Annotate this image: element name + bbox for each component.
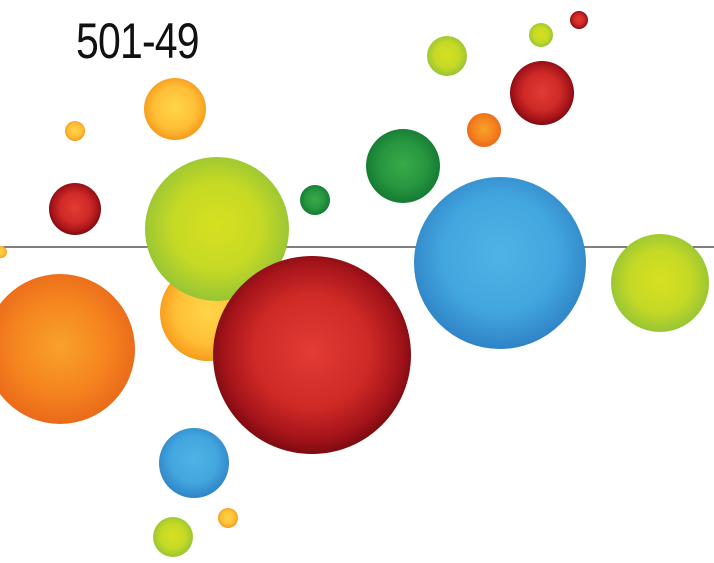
bubble-green-small-center bbox=[300, 185, 330, 215]
bubble-blue-large-right bbox=[414, 177, 586, 349]
bubble-orange-top-right bbox=[467, 113, 501, 147]
bubble-red-top-right bbox=[510, 61, 574, 125]
bubble-lime-right-edge bbox=[611, 234, 709, 332]
bubble-red-tiny-top-right bbox=[570, 11, 588, 29]
page-title: 501-49 bbox=[76, 13, 200, 69]
bubble-lime-top-right bbox=[427, 36, 467, 76]
bubble-blue-bottom bbox=[159, 428, 229, 498]
bubble-yellow-orange-left-edge bbox=[0, 246, 7, 258]
bubble-red-small-left bbox=[49, 183, 101, 235]
bubble-red-largest-center bbox=[213, 256, 411, 454]
bubble-yellow-orange-tiny-bottom bbox=[218, 508, 238, 528]
bubble-lime-bottom bbox=[153, 517, 193, 557]
bubble-green-top-center bbox=[366, 129, 440, 203]
bubble-yellow-orange-top bbox=[144, 78, 206, 140]
bubble-lime-tiny-top-right bbox=[529, 23, 553, 47]
bubble-lime-large-center bbox=[145, 157, 289, 301]
bubble-yellow-orange-small-left bbox=[65, 121, 85, 141]
bubble-orange-large-left bbox=[0, 274, 135, 424]
